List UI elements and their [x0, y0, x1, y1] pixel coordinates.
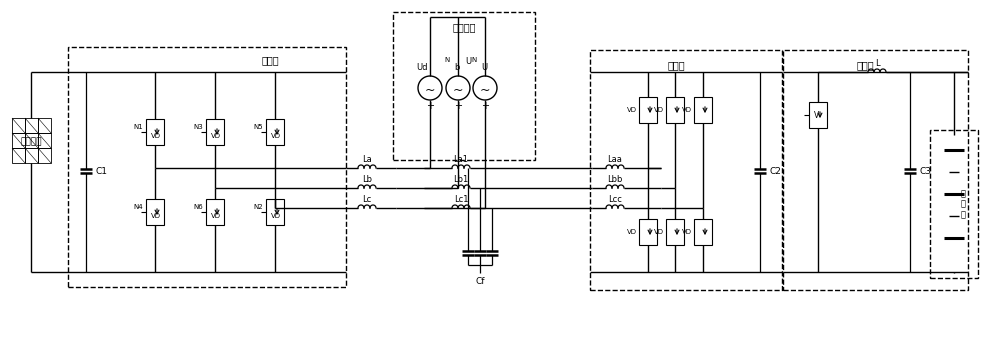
- Text: ~: ~: [453, 83, 463, 97]
- Text: N4: N4: [133, 204, 143, 210]
- Text: C3: C3: [920, 167, 932, 177]
- Bar: [694, 219, 712, 245]
- Text: C1: C1: [96, 167, 108, 177]
- Bar: [266, 199, 284, 225]
- Bar: [393, 12, 535, 160]
- Bar: [146, 119, 164, 145]
- Text: U: U: [481, 62, 487, 72]
- Bar: [930, 130, 978, 278]
- Bar: [666, 97, 684, 123]
- Bar: [206, 119, 224, 145]
- Text: +: +: [481, 101, 489, 111]
- Text: VD: VD: [654, 107, 664, 113]
- Text: ~: ~: [425, 83, 435, 97]
- Bar: [666, 219, 684, 245]
- Text: VD: VD: [654, 229, 664, 235]
- Text: Lc1: Lc1: [454, 195, 468, 203]
- Text: C2: C2: [770, 167, 782, 177]
- Bar: [639, 219, 657, 245]
- Text: La1: La1: [454, 155, 468, 163]
- Bar: [206, 199, 224, 225]
- Text: VD: VD: [151, 213, 161, 219]
- Text: La: La: [362, 155, 372, 163]
- Bar: [694, 97, 712, 123]
- Text: 变换器: 变换器: [857, 60, 874, 70]
- Bar: [38, 133, 51, 148]
- Text: Lb: Lb: [362, 175, 372, 183]
- Bar: [590, 50, 782, 290]
- Text: V: V: [814, 111, 820, 120]
- Text: Lbb: Lbb: [607, 175, 623, 183]
- Text: +: +: [426, 101, 434, 111]
- Text: 光伏电池: 光伏电池: [20, 138, 42, 146]
- Text: VD: VD: [211, 133, 221, 139]
- Text: U: U: [465, 57, 471, 65]
- Bar: [809, 102, 827, 128]
- Text: Cf: Cf: [475, 277, 485, 285]
- Text: Lb1: Lb1: [453, 175, 469, 183]
- Bar: [38, 118, 51, 133]
- Text: N2: N2: [253, 204, 263, 210]
- Text: Lcc: Lcc: [608, 195, 622, 203]
- Bar: [68, 47, 346, 287]
- Bar: [25, 148, 38, 163]
- Bar: [25, 133, 38, 148]
- Text: N: N: [471, 57, 477, 63]
- Text: VD: VD: [151, 133, 161, 139]
- Text: VD: VD: [211, 213, 221, 219]
- Text: L: L: [875, 59, 879, 67]
- Text: Ud: Ud: [416, 63, 428, 73]
- Text: N1: N1: [133, 124, 143, 130]
- Bar: [25, 118, 38, 133]
- Text: VD: VD: [271, 133, 281, 139]
- Text: VD: VD: [627, 107, 637, 113]
- Bar: [38, 148, 51, 163]
- Text: VD: VD: [682, 107, 692, 113]
- Bar: [783, 50, 968, 290]
- Text: ~: ~: [480, 83, 490, 97]
- Text: 变换器: 变换器: [261, 55, 279, 65]
- Text: Lc: Lc: [362, 195, 372, 203]
- Bar: [639, 97, 657, 123]
- Text: N6: N6: [193, 204, 203, 210]
- Text: VD: VD: [271, 213, 281, 219]
- Text: +: +: [454, 101, 462, 111]
- Text: 充
电
机: 充 电 机: [961, 189, 966, 219]
- Text: VD: VD: [682, 229, 692, 235]
- Text: N3: N3: [193, 124, 203, 130]
- Text: N5: N5: [253, 124, 263, 130]
- Text: 整流器: 整流器: [667, 60, 685, 70]
- Text: Laa: Laa: [608, 155, 622, 163]
- Text: N: N: [444, 57, 450, 63]
- Text: 交流电网: 交流电网: [452, 22, 476, 32]
- Bar: [12, 133, 25, 148]
- Bar: [146, 199, 164, 225]
- Text: b: b: [454, 62, 460, 72]
- Text: VD: VD: [627, 229, 637, 235]
- Bar: [12, 148, 25, 163]
- Bar: [12, 118, 25, 133]
- Bar: [266, 119, 284, 145]
